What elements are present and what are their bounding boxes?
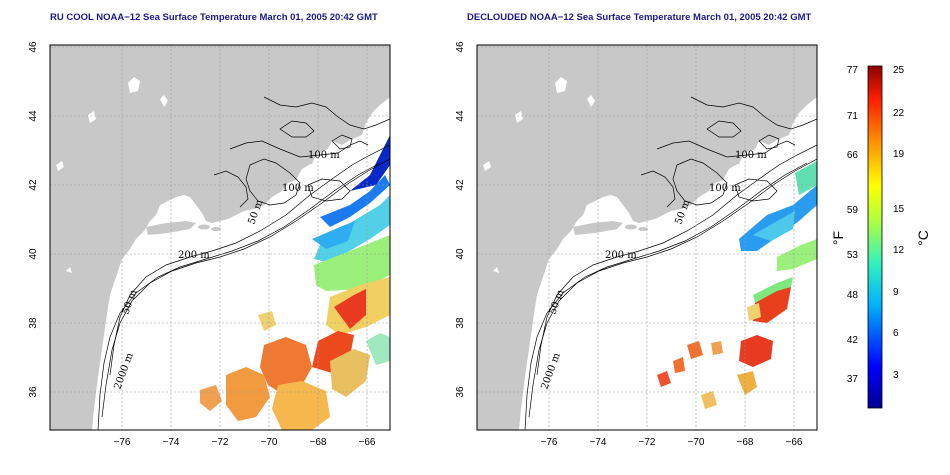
sst-patch-orange xyxy=(260,337,312,395)
sst-patch-spot2 xyxy=(701,391,717,409)
lat-tick-label: 36 xyxy=(455,386,466,398)
lat-tick-label: 46 xyxy=(28,41,39,53)
celsius-tick: 3 xyxy=(893,370,899,381)
left-map: 100 m 100 m 50 m 200 m 50 m 2000 m −76 −… xyxy=(28,41,391,448)
lon-tick-label: −70 xyxy=(261,437,278,448)
fahrenheit-unit-label: °F xyxy=(830,231,846,245)
sst-patch-blue xyxy=(320,175,390,227)
lat-tick-label: 46 xyxy=(455,41,466,53)
sst-patch-orange xyxy=(687,341,703,359)
sst-patch-amber xyxy=(272,381,330,430)
lon-tick-label: −70 xyxy=(688,437,705,448)
isobath-label: 100 m xyxy=(735,150,767,161)
sst-patch-tan xyxy=(330,349,370,397)
lat-tick-label: 44 xyxy=(28,110,39,122)
isobath-label: 200 m xyxy=(605,250,637,261)
isobath-label: 200 m xyxy=(178,250,210,261)
lat-tick-label: 40 xyxy=(28,248,39,260)
sst-patch-red xyxy=(753,287,791,323)
lon-tick-label: −74 xyxy=(590,437,607,448)
left-lat-ticks: 46 44 42 40 38 36 xyxy=(28,41,39,398)
lon-tick-label: −72 xyxy=(639,437,656,448)
lat-tick-label: 42 xyxy=(28,179,39,191)
celsius-tick: 15 xyxy=(893,204,905,215)
fahrenheit-tick: 42 xyxy=(847,335,859,346)
celsius-unit-label: °C xyxy=(915,230,931,246)
sst-patch-orange2 xyxy=(226,367,270,421)
sst-patch-spot2 xyxy=(258,311,276,331)
sst-patch-spot xyxy=(657,371,671,387)
lon-tick-label: −68 xyxy=(737,437,754,448)
celsius-tick: 19 xyxy=(893,149,905,160)
right-map: 100 m 100 m 50 m 200 m 50 m 2000 m −76 −… xyxy=(455,41,818,448)
sst-patch-red2 xyxy=(739,335,773,367)
lat-tick-label: 44 xyxy=(455,110,466,122)
lon-tick-label: −72 xyxy=(212,437,229,448)
left-panel-title: RU COOL NOAA−12 Sea Surface Temperature … xyxy=(50,12,378,23)
lon-tick-label: −74 xyxy=(163,437,180,448)
lon-tick-label: −76 xyxy=(114,437,131,448)
lon-tick-label: −66 xyxy=(786,437,803,448)
sst-patch-green xyxy=(314,235,390,291)
right-panel-title: DECLOUDED NOAA−12 Sea Surface Temperatur… xyxy=(467,12,812,23)
lon-tick-label: −68 xyxy=(310,437,327,448)
colorbar-fahrenheit-ticks: 77 71 66 59 53 48 42 37 xyxy=(847,65,859,385)
isobath-label: 100 m xyxy=(282,183,314,194)
lon-tick-label: −76 xyxy=(541,437,558,448)
sst-patch-mint xyxy=(366,333,390,365)
celsius-tick: 22 xyxy=(893,108,905,119)
left-lon-ticks: −76 −74 −72 −70 −68 −66 xyxy=(114,437,376,448)
celsius-tick: 12 xyxy=(893,245,905,256)
sst-patch-navy xyxy=(350,135,390,191)
fahrenheit-tick: 53 xyxy=(847,250,859,261)
celsius-tick: 9 xyxy=(893,287,899,298)
sst-patch-teal xyxy=(795,161,817,195)
right-lon-ticks: −76 −74 −72 −70 −68 −66 xyxy=(541,437,803,448)
lat-tick-label: 38 xyxy=(455,317,466,329)
isobath-label: 100 m xyxy=(709,183,741,194)
sst-patch-red xyxy=(334,289,366,329)
fahrenheit-tick: 37 xyxy=(847,374,859,385)
isobath-label: 100 m xyxy=(308,150,340,161)
colorbar-gradient xyxy=(867,65,883,409)
lon-tick-label: −66 xyxy=(359,437,376,448)
celsius-tick: 25 xyxy=(893,65,905,76)
sst-patch-orange3 xyxy=(711,341,723,355)
sst-patch-spot xyxy=(200,385,222,411)
colorbar-celsius-ticks: 25 22 19 15 12 9 6 3 xyxy=(893,65,905,381)
sst-patch-lightblue xyxy=(312,221,355,249)
sst-patch-cyan xyxy=(753,211,795,241)
lat-tick-label: 40 xyxy=(455,248,466,260)
sst-patch-yellow xyxy=(747,303,761,321)
celsius-tick: 6 xyxy=(893,328,899,339)
fahrenheit-tick: 66 xyxy=(847,150,859,161)
lat-tick-label: 38 xyxy=(28,317,39,329)
sst-patch-orange2 xyxy=(673,357,685,373)
sst-patch-amber xyxy=(737,371,757,395)
fahrenheit-tick: 71 xyxy=(847,111,859,122)
lat-tick-label: 36 xyxy=(28,386,39,398)
right-lat-ticks: 46 44 42 40 38 36 xyxy=(455,41,466,398)
sst-patch-green xyxy=(777,239,817,271)
lat-tick-label: 42 xyxy=(455,179,466,191)
fahrenheit-tick: 77 xyxy=(847,65,859,76)
colorbar: 77 71 66 59 53 48 42 37 25 22 19 15 12 9… xyxy=(830,65,931,409)
fahrenheit-tick: 48 xyxy=(847,290,859,301)
fahrenheit-tick: 59 xyxy=(847,205,859,216)
